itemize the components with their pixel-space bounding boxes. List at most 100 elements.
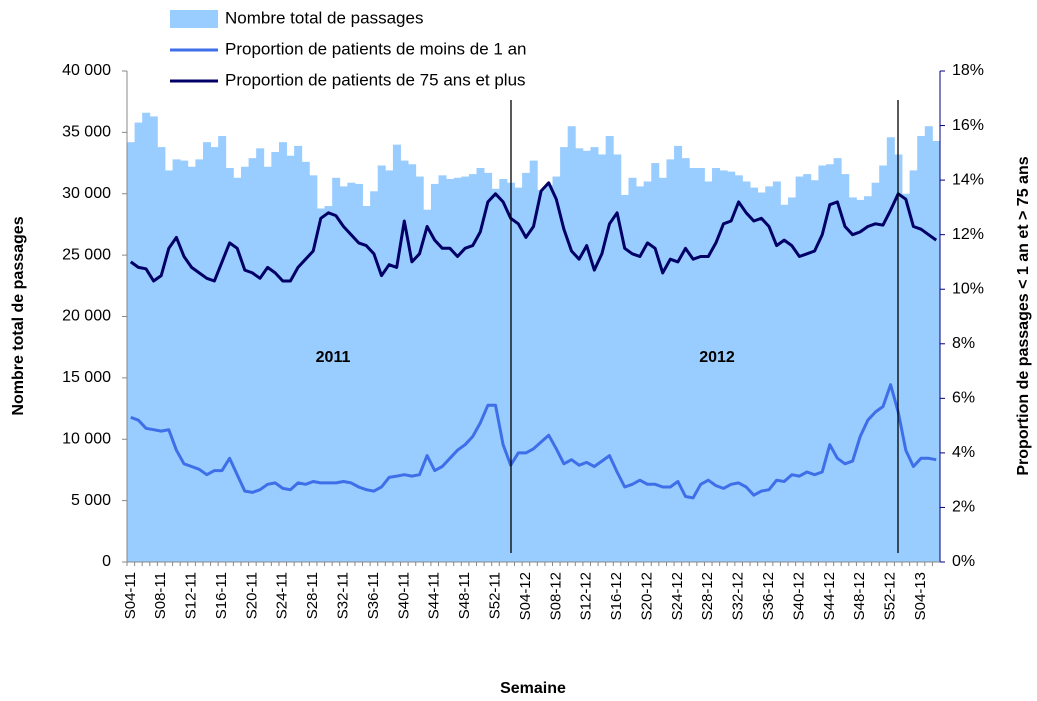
bar: [149, 116, 158, 562]
bar: [871, 182, 880, 562]
x-tick-label: S16-11: [213, 572, 230, 619]
y-tick-label: 25 000: [62, 246, 111, 263]
bar: [377, 165, 386, 562]
bar: [902, 193, 911, 562]
bar: [484, 172, 493, 562]
bar: [924, 126, 933, 563]
bar: [370, 191, 379, 563]
x-tick-label: S04-13: [912, 572, 929, 620]
x-tick-label: S32-11: [335, 572, 352, 619]
x-tick-label: S28-12: [699, 572, 716, 620]
bar: [636, 186, 645, 562]
bar: [620, 194, 629, 563]
x-tick-label: S44-11: [426, 572, 443, 619]
x-tick-label: S04-11: [122, 572, 139, 619]
bar: [271, 152, 280, 562]
bar: [522, 172, 531, 562]
y2-axis-title: Proportion de passages < 1 an et > 75 an…: [1015, 156, 1032, 475]
bar: [127, 142, 135, 562]
bar: [438, 175, 447, 562]
bar: [666, 159, 675, 562]
bar: [286, 155, 295, 562]
x-tick-label: S36-12: [760, 572, 777, 620]
bar: [810, 180, 819, 562]
x-tick-label: S40-11: [395, 572, 412, 619]
x-tick-label: S40-12: [790, 572, 807, 620]
line: [129, 181, 938, 283]
bar: [446, 179, 455, 562]
x-tick-label: S24-12: [669, 572, 686, 620]
annotation: 2012: [699, 349, 735, 366]
bar: [681, 158, 690, 562]
bar: [833, 158, 842, 562]
y-tick-label: 30 000: [62, 185, 111, 202]
x-tick-label: S32-12: [730, 572, 747, 620]
bar: [430, 183, 439, 562]
bar: [461, 176, 470, 562]
bar: [826, 164, 835, 563]
y-tick-label: 10 000: [62, 430, 111, 447]
y2-tick-label: 18%: [952, 62, 984, 79]
bar: [742, 181, 751, 562]
bar: [841, 174, 850, 563]
x-tick-label: S20-12: [638, 572, 655, 620]
bar: [552, 176, 561, 562]
x-tick-label: S52-11: [486, 572, 503, 619]
line: [130, 383, 937, 500]
bar: [491, 188, 500, 562]
bar: [689, 167, 698, 562]
bar: [202, 142, 211, 562]
bar: [240, 166, 249, 562]
bar: [909, 170, 918, 563]
bar: [324, 206, 333, 562]
bar: [734, 175, 743, 562]
bar: [514, 187, 523, 563]
bar: [544, 185, 553, 562]
bar: [658, 177, 667, 563]
bar: [499, 179, 508, 562]
bar: [932, 140, 941, 562]
bar: [704, 181, 713, 562]
bar: [803, 174, 812, 563]
x-tick-label: S36-11: [365, 572, 382, 619]
x-axis-title: Semaine: [500, 680, 566, 697]
bar: [248, 158, 257, 562]
y2-tick-label: 0%: [952, 553, 975, 570]
bar: [218, 136, 227, 562]
bar: [529, 160, 538, 563]
bar: [263, 166, 272, 562]
bar: [674, 145, 683, 562]
bar: [347, 182, 356, 562]
bar: [719, 170, 728, 563]
legend-label: Nombre total de passages: [225, 8, 423, 27]
bar: [643, 181, 652, 562]
bar: [864, 196, 873, 562]
bar: [750, 187, 759, 563]
bar: [795, 176, 804, 562]
y2-tick-label: 12%: [952, 226, 984, 243]
bar: [172, 159, 181, 562]
bar: [210, 147, 219, 563]
bar: [765, 186, 774, 562]
bar: [180, 160, 189, 563]
bar: [567, 126, 576, 563]
bar: [233, 177, 242, 563]
bar: [780, 204, 789, 563]
bar: [651, 163, 660, 562]
y-axis-title: Nombre total de passages: [10, 216, 27, 415]
x-tick-label: S12-11: [183, 572, 200, 619]
bar: [879, 165, 888, 562]
legend-label: Proportion de patients de moins de 1 an: [225, 39, 526, 58]
bar: [818, 165, 827, 562]
bar: [415, 176, 424, 562]
bar: [772, 181, 781, 562]
x-tick-label: S44-12: [821, 572, 838, 620]
y2-tick-label: 6%: [952, 390, 975, 407]
bar: [339, 186, 348, 562]
bar: [628, 177, 637, 563]
x-tick-label: S28-11: [304, 572, 321, 619]
y2-tick-label: 4%: [952, 444, 975, 461]
x-tick-label: S24-11: [274, 572, 291, 619]
bar: [134, 122, 143, 563]
annotation: 2011: [316, 349, 351, 366]
